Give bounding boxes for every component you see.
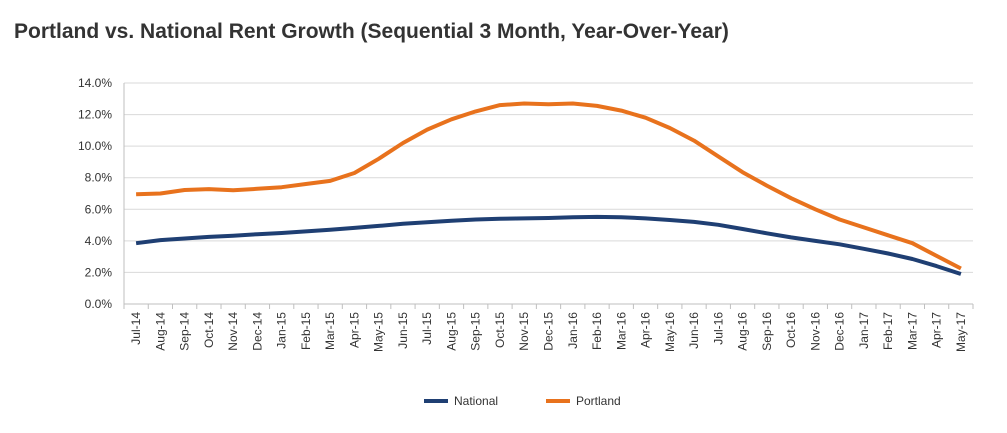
x-tick-label: Sep-16 [760, 312, 774, 351]
x-tick-label: May-17 [954, 312, 968, 352]
gridlines [124, 82, 973, 273]
x-tick-label: Dec-15 [542, 312, 556, 351]
x-axis-ticks: Jul-14 Aug-14 Sep-14 Oct-14 Nov-14 Dec-14 Jan-… [123, 304, 974, 352]
legend-label: National [454, 394, 498, 408]
x-tick-label: Nov-16 [808, 312, 822, 351]
y-tick-label: 8.0% [85, 171, 113, 185]
axes [123, 83, 973, 305]
x-tick-label: Mar-17 [905, 312, 919, 350]
x-tick-label: May-16 [663, 312, 677, 352]
x-tick-label: Mar-15 [323, 312, 337, 350]
x-tick-label: Mar-16 [614, 312, 628, 350]
x-tick-label: May-15 [372, 312, 386, 352]
series-lines [135, 101, 962, 276]
x-tick-label: Feb-16 [590, 312, 604, 350]
x-tick-label: Jun-16 [687, 312, 701, 349]
y-tick-label: 2.0% [85, 265, 113, 279]
y-tick-label: 10.0% [78, 139, 112, 153]
legend-label: Portland [576, 394, 621, 408]
x-tick-label: Sep-14 [178, 312, 192, 351]
chart-title: Portland vs. National Rent Growth (Seque… [14, 20, 729, 43]
x-tick-label: Oct-14 [202, 312, 216, 348]
x-tick-label: Jul-15 [420, 312, 434, 345]
x-tick-label: Jul-14 [129, 312, 143, 345]
x-tick-label: Aug-14 [153, 312, 167, 351]
x-tick-label: Apr-15 [347, 312, 361, 348]
x-tick-label: Nov-14 [226, 312, 240, 351]
y-tick-label: 12.0% [78, 108, 112, 122]
x-tick-label: Dec-14 [250, 312, 264, 351]
x-tick-label: Jan-16 [566, 312, 580, 349]
x-tick-label: Oct-15 [493, 312, 507, 348]
x-tick-label: Aug-15 [444, 312, 458, 351]
x-tick-label: Apr-16 [639, 312, 653, 348]
legend: National Portland [424, 394, 621, 408]
x-tick-label: Jun-15 [396, 312, 410, 349]
x-tick-label: Jan-17 [857, 312, 871, 349]
x-tick-label: Oct-16 [784, 312, 798, 348]
legend-item-national: National [424, 394, 498, 408]
y-tick-label: 0.0% [85, 297, 113, 311]
y-tick-label: 14.0% [78, 76, 112, 90]
x-tick-label: Jan-15 [275, 312, 289, 349]
x-tick-label: Dec-16 [833, 312, 847, 351]
x-tick-label: Sep-15 [469, 312, 483, 351]
x-tick-label: Feb-15 [299, 312, 313, 350]
x-tick-label: Aug-16 [736, 312, 750, 351]
legend-item-portland: Portland [546, 394, 621, 408]
x-tick-label: Apr-17 [930, 312, 944, 348]
series-line-national [135, 214, 962, 276]
series-line-portland [136, 101, 962, 271]
x-tick-label: Feb-17 [881, 312, 895, 350]
x-tick-label: Nov-15 [517, 312, 531, 351]
y-tick-label: 4.0% [85, 234, 113, 248]
y-tick-label: 6.0% [85, 202, 113, 216]
x-tick-label: Jul-16 [711, 312, 725, 345]
y-axis-ticks: 0.0% 2.0% 4.0% 6.0% 8.0% 10.0% 12.0% 14.0% [78, 76, 112, 311]
